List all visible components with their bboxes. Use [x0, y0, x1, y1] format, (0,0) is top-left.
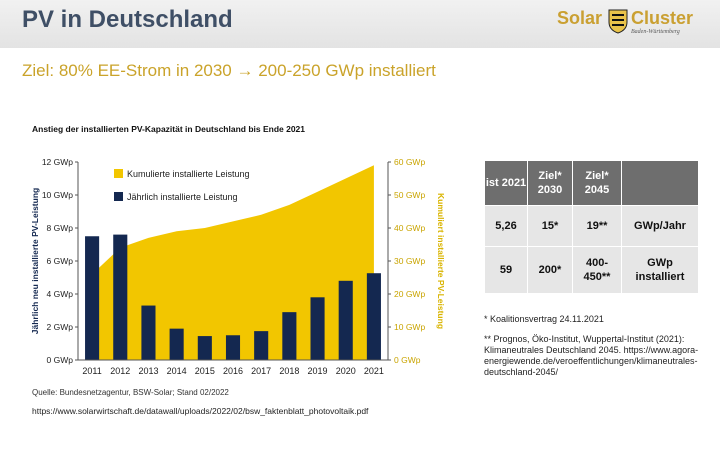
slide-header: PV in Deutschland Solar Cluster Baden-Wü…	[0, 0, 720, 48]
table-header-cell	[621, 160, 699, 206]
x-tick-label: 2014	[167, 366, 187, 376]
table-row: 5,26 15* 19** GWp/Jahr	[484, 205, 699, 247]
y-tick-label-left: 4 GWp	[47, 289, 74, 299]
x-tick-label: 2015	[195, 366, 215, 376]
cumulative-area	[92, 165, 374, 360]
legend-swatch-annual	[114, 192, 123, 201]
y-tick-label-right: 50 GWp	[394, 190, 425, 200]
chart-title: Anstieg der installierten PV-Kapazität i…	[32, 124, 306, 134]
annual-bar-2017	[254, 331, 269, 360]
x-tick-label: 2019	[308, 366, 328, 376]
y-tick-label-right: 30 GWp	[394, 256, 425, 266]
comparison-table: ist 2021 Ziel* 2030 Ziel* 2045 5,26 15* …	[484, 160, 699, 294]
x-tick-label: 2017	[251, 366, 271, 376]
table-cell: 200*	[527, 246, 573, 294]
annual-bar-2018	[282, 312, 297, 360]
y-tick-label-left: 0 GWp	[47, 355, 74, 365]
annual-bar-2011	[85, 236, 100, 360]
legend-label-cumulative: Kumulierte installierte Leistung	[127, 169, 250, 179]
logo-word-cluster: Cluster	[631, 8, 694, 28]
annual-bar-2014	[169, 328, 184, 360]
y-tick-label-right: 40 GWp	[394, 223, 425, 233]
y-tick-label-left: 6 GWp	[47, 256, 74, 266]
y-tick-label-right: 10 GWp	[394, 322, 425, 332]
goal-statement: Ziel: 80% EE-Strom in 2030 → 200-250 GWp…	[22, 61, 436, 80]
table-cell: 5,26	[484, 205, 528, 247]
x-tick-label: 2013	[138, 366, 158, 376]
table-header-cell: Ziel* 2045	[572, 160, 622, 206]
annual-bar-2015	[197, 336, 212, 360]
pv-capacity-chart: 0 GWp 2 GWp 4 GWp 6 GWp 8 GWp 10 GWp 12 GWp 0 G…	[30, 157, 446, 376]
x-tick-label: 2020	[336, 366, 356, 376]
y-axis-title-right: Kumuliert installierte PV-Leistung	[436, 193, 446, 329]
table-header-cell: Ziel* 2030	[527, 160, 573, 206]
y-tick-label-right: 20 GWp	[394, 289, 425, 299]
table-header-cell: ist 2021	[484, 160, 528, 206]
chart-source: Quelle: Bundesnetzagentur, BSW-Solar; St…	[32, 388, 229, 397]
table-cell: 59	[484, 246, 528, 294]
annual-bar-2019	[310, 297, 325, 360]
y-tick-label-left: 12 GWp	[42, 157, 73, 167]
logo-subtitle: Baden-Württemberg	[631, 29, 680, 35]
x-tick-label: 2011	[82, 366, 101, 376]
page-title: PV in Deutschland	[22, 6, 233, 33]
annual-bar-2020	[338, 280, 353, 360]
y-tick-label-left: 10 GWp	[42, 190, 73, 200]
table-cell: GWp/Jahr	[621, 205, 699, 247]
footnote-coalition: * Koalitionsvertrag 24.11.2021	[484, 314, 604, 324]
table-cell: 400-450**	[572, 246, 622, 294]
annual-bar-2012	[113, 234, 128, 360]
y-axis-title-left: Jährlich neu installierte PV-Leistung	[30, 188, 40, 334]
y-tick-label-right: 60 GWp	[394, 157, 425, 167]
table-cell: 15*	[527, 205, 573, 247]
x-tick-label: 2012	[110, 366, 130, 376]
table-cell: GWp installiert	[621, 246, 699, 294]
logo: Solar Cluster Baden-Württemberg	[557, 8, 694, 40]
legend-label-annual: Jährlich installierte Leistung	[127, 192, 238, 202]
table-row: 59 200* 400-450** GWp installiert	[484, 246, 699, 294]
footnote-prognos: ** Prognos, Öko-Institut, Wuppertal-Inst…	[484, 334, 699, 377]
x-tick-label: 2021	[364, 366, 384, 376]
table-cell: 19**	[572, 205, 622, 247]
x-tick-label: 2016	[223, 366, 243, 376]
annual-bar-2016	[225, 335, 241, 360]
y-tick-label-left: 2 GWp	[47, 322, 74, 332]
source-url[interactable]: https://www.solarwirtschaft.de/datawall/…	[32, 406, 369, 416]
legend-swatch-cumulative	[114, 169, 123, 178]
crest-icon	[608, 9, 628, 34]
logo-word-solar: Solar	[557, 8, 603, 28]
annual-bar-2021	[366, 273, 381, 360]
y-tick-label-right: 0 GWp	[394, 355, 421, 365]
annual-bar-2013	[141, 305, 156, 360]
y-tick-label-left: 8 GWp	[47, 223, 74, 233]
x-tick-label: 2018	[279, 366, 299, 376]
